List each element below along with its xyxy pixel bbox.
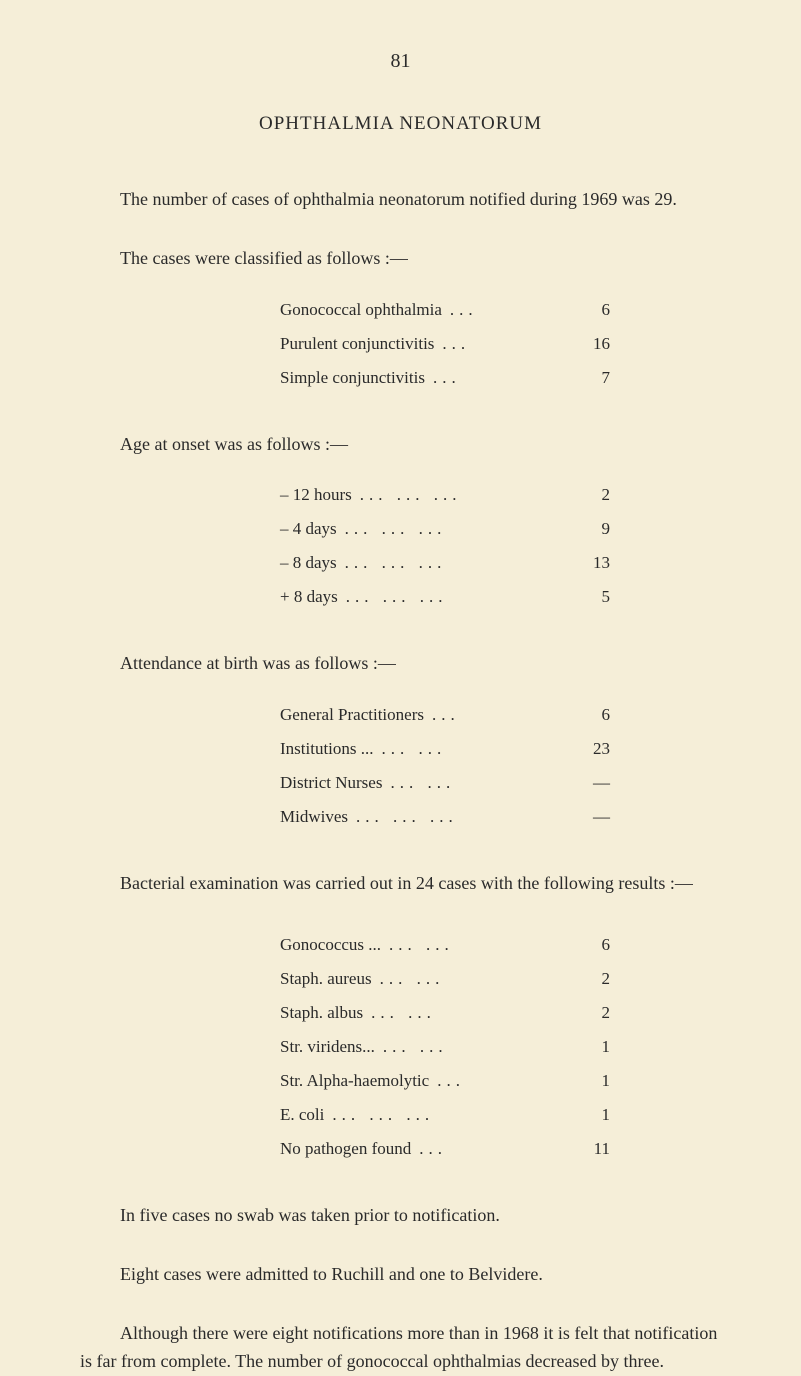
table-row: – 12 hours... ... ... 2 (280, 478, 721, 512)
table-row: Staph. aureus... ... 2 (280, 962, 721, 996)
row-label: – 8 days... ... ... (280, 546, 560, 580)
row-value: 2 (560, 962, 610, 996)
row-value: 23 (560, 732, 610, 766)
table-row: Midwives... ... ... — (280, 800, 721, 834)
row-label: Staph. aureus... ... (280, 962, 560, 996)
page-number: 81 (80, 50, 721, 73)
row-label: District Nurses... ... (280, 766, 560, 800)
table-row: Purulent conjunctivitis... 16 (280, 327, 721, 361)
row-value: 1 (560, 1098, 610, 1132)
admitted-paragraph: Eight cases were admitted to Ruchill and… (80, 1260, 721, 1289)
row-value: 1 (560, 1030, 610, 1064)
table-row: District Nurses... ... — (280, 766, 721, 800)
table-row: General Practitioners... 6 (280, 698, 721, 732)
row-value: 11 (560, 1132, 610, 1166)
table-row: E. coli... ... ... 1 (280, 1098, 721, 1132)
row-value: 6 (560, 293, 610, 327)
table-row: Institutions ...... ... 23 (280, 732, 721, 766)
row-label: – 4 days... ... ... (280, 512, 560, 546)
row-label: Simple conjunctivitis... (280, 361, 560, 395)
row-value: 5 (560, 580, 610, 614)
row-value: 6 (560, 698, 610, 732)
row-label: Gonococcal ophthalmia... (280, 293, 560, 327)
document-title: OPHTHALMIA NEONATORUM (80, 113, 721, 135)
row-value: 16 (560, 327, 610, 361)
row-label: + 8 days... ... ... (280, 580, 560, 614)
row-label: Str. Alpha-haemolytic... (280, 1064, 560, 1098)
table-row: – 8 days... ... ... 13 (280, 546, 721, 580)
age-onset-intro: Age at onset was as follows :— (80, 430, 721, 459)
row-value: 2 (560, 996, 610, 1030)
table-row: – 4 days... ... ... 9 (280, 512, 721, 546)
final-paragraph: Although there were eight notifications … (80, 1319, 721, 1376)
row-label: No pathogen found... (280, 1132, 560, 1166)
row-value: 9 (560, 512, 610, 546)
row-value: 2 (560, 478, 610, 512)
row-value: 1 (560, 1064, 610, 1098)
bacterial-list: Gonococcus ...... ... 6 Staph. aureus...… (280, 928, 721, 1166)
classification-intro: The cases were classified as follows :— (80, 244, 721, 273)
attendance-list: General Practitioners... 6 Institutions … (280, 698, 721, 834)
table-row: + 8 days... ... ... 5 (280, 580, 721, 614)
row-label: – 12 hours... ... ... (280, 478, 560, 512)
row-value: 6 (560, 928, 610, 962)
table-row: No pathogen found... 11 (280, 1132, 721, 1166)
row-label: Str. viridens...... ... (280, 1030, 560, 1064)
swab-paragraph: In five cases no swab was taken prior to… (80, 1201, 721, 1230)
bacterial-intro: Bacterial examination was carried out in… (80, 869, 721, 898)
table-row: Simple conjunctivitis... 7 (280, 361, 721, 395)
row-label: Midwives... ... ... (280, 800, 560, 834)
row-label: Institutions ...... ... (280, 732, 560, 766)
table-row: Str. Alpha-haemolytic... 1 (280, 1064, 721, 1098)
row-value: 13 (560, 546, 610, 580)
attendance-intro: Attendance at birth was as follows :— (80, 649, 721, 678)
row-label: Staph. albus... ... (280, 996, 560, 1030)
row-label: E. coli... ... ... (280, 1098, 560, 1132)
row-value: — (560, 766, 610, 800)
classification-list: Gonococcal ophthalmia... 6 Purulent conj… (280, 293, 721, 395)
table-row: Str. viridens...... ... 1 (280, 1030, 721, 1064)
row-label: General Practitioners... (280, 698, 560, 732)
table-row: Gonococcus ...... ... 6 (280, 928, 721, 962)
row-value: 7 (560, 361, 610, 395)
row-value: — (560, 800, 610, 834)
age-onset-list: – 12 hours... ... ... 2 – 4 days... ... … (280, 478, 721, 614)
row-label: Gonococcus ...... ... (280, 928, 560, 962)
table-row: Gonococcal ophthalmia... 6 (280, 293, 721, 327)
table-row: Staph. albus... ... 2 (280, 996, 721, 1030)
intro-paragraph: The number of cases of ophthalmia neonat… (80, 185, 721, 214)
row-label: Purulent conjunctivitis... (280, 327, 560, 361)
